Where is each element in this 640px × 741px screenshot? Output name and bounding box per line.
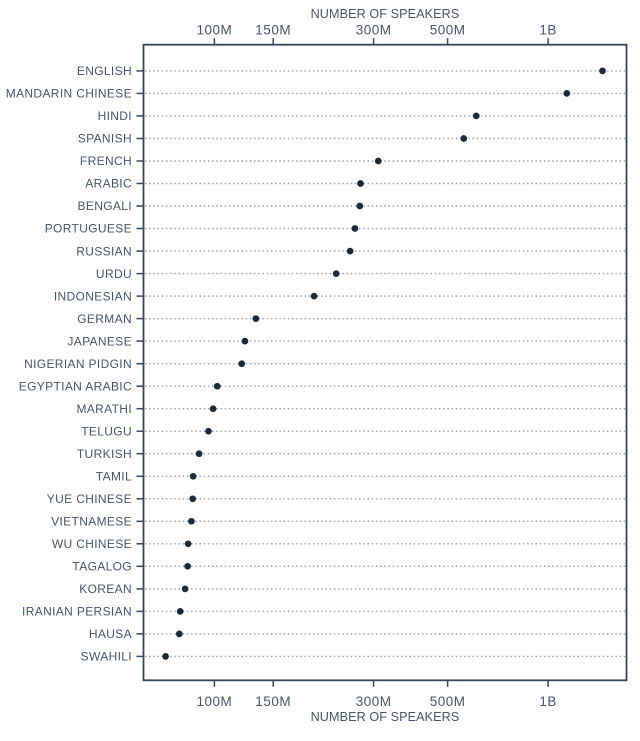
svg-text:300M: 300M	[356, 694, 392, 709]
svg-text:1B: 1B	[539, 694, 557, 709]
svg-text:TURKISH: TURKISH	[77, 447, 132, 461]
svg-text:INDONESIAN: INDONESIAN	[54, 289, 132, 303]
svg-text:URDU: URDU	[96, 267, 132, 281]
svg-text:TAGALOG: TAGALOG	[72, 560, 132, 574]
svg-text:NUMBER OF SPEAKERS: NUMBER OF SPEAKERS	[311, 7, 460, 21]
svg-text:FRENCH: FRENCH	[80, 154, 132, 168]
svg-text:HAUSA: HAUSA	[89, 627, 132, 641]
svg-text:500M: 500M	[430, 694, 466, 709]
svg-text:GERMAN: GERMAN	[77, 312, 132, 326]
svg-text:SPANISH: SPANISH	[78, 132, 132, 146]
svg-text:NUMBER OF SPEAKERS: NUMBER OF SPEAKERS	[311, 710, 460, 724]
svg-text:TAMIL: TAMIL	[96, 470, 132, 484]
svg-text:150M: 150M	[255, 22, 291, 37]
svg-text:100M: 100M	[197, 22, 233, 37]
svg-text:ENGLISH: ENGLISH	[77, 64, 132, 78]
svg-text:1B: 1B	[539, 22, 557, 37]
svg-text:ARABIC: ARABIC	[85, 177, 132, 191]
svg-text:150M: 150M	[255, 694, 291, 709]
svg-text:100M: 100M	[197, 694, 233, 709]
svg-text:RUSSIAN: RUSSIAN	[76, 244, 132, 258]
svg-text:VIETNAMESE: VIETNAMESE	[51, 515, 132, 529]
svg-text:IRANIAN PERSIAN: IRANIAN PERSIAN	[22, 605, 132, 619]
svg-text:SWAHILI: SWAHILI	[81, 650, 132, 664]
svg-text:BENGALI: BENGALI	[78, 199, 132, 213]
svg-text:300M: 300M	[356, 22, 392, 37]
svg-text:MANDARIN CHINESE: MANDARIN CHINESE	[6, 87, 132, 101]
svg-text:YUE CHINESE: YUE CHINESE	[47, 492, 132, 506]
svg-text:TELUGU: TELUGU	[81, 424, 132, 438]
svg-text:NIGERIAN PIDGIN: NIGERIAN PIDGIN	[24, 357, 132, 371]
svg-text:HINDI: HINDI	[98, 109, 132, 123]
svg-text:JAPANESE: JAPANESE	[67, 334, 132, 348]
svg-text:WU CHINESE: WU CHINESE	[52, 537, 132, 551]
svg-text:MARATHI: MARATHI	[76, 402, 132, 416]
svg-text:KOREAN: KOREAN	[79, 582, 132, 596]
svg-text:EGYPTIAN ARABIC: EGYPTIAN ARABIC	[19, 379, 132, 393]
svg-text:PORTUGUESE: PORTUGUESE	[45, 222, 132, 236]
svg-text:500M: 500M	[430, 22, 466, 37]
